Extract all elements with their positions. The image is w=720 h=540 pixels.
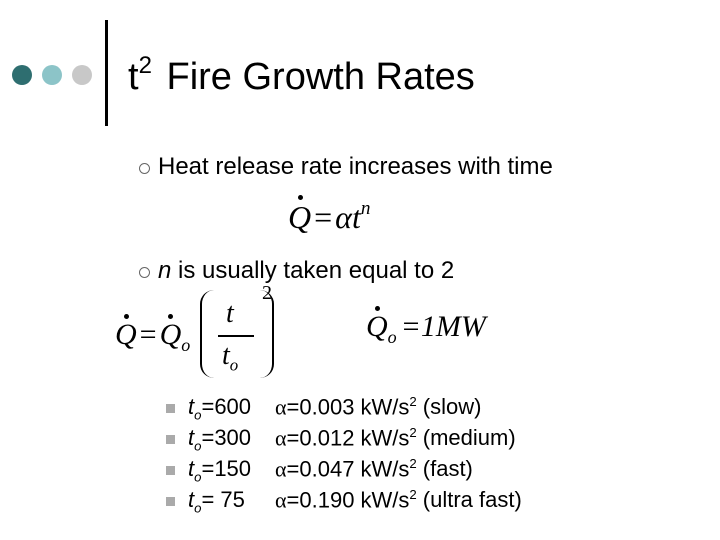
bullet-text-part: is usually taken equal to 2 <box>178 257 455 284</box>
eq-symbol: t <box>222 340 230 371</box>
row-sub: o <box>194 500 202 516</box>
row-time: to= 75 <box>188 487 245 515</box>
eq-exp: n <box>360 198 371 219</box>
row-note: (slow) <box>422 394 482 420</box>
title: t2 Fire Growth Rates <box>128 52 475 99</box>
decor-dot <box>12 65 32 85</box>
eq-den: to <box>222 340 238 376</box>
row-time-value: =600 <box>201 394 252 419</box>
row-value: =0.003 kW/s <box>286 394 410 420</box>
row-alpha: α <box>275 487 287 513</box>
bullet-square <box>166 466 175 475</box>
row-time: to=150 <box>188 456 251 484</box>
eq-exp: 2 <box>262 282 272 304</box>
title-rule <box>105 20 108 126</box>
row-time: to=300 <box>188 425 251 453</box>
row-note: (ultra fast) <box>422 487 522 513</box>
eq-sub: o <box>181 335 191 355</box>
row-t: t <box>188 394 195 419</box>
row-alpha: α <box>275 425 287 451</box>
title-text: t <box>128 56 139 98</box>
row-t: t <box>188 456 195 481</box>
row-sup: 2 <box>409 425 417 440</box>
title-sup: 2 <box>138 52 152 79</box>
row-value: =0.047 kW/s <box>286 456 410 482</box>
row-rate: α=0.003 kW/s2 (slow) <box>275 394 481 420</box>
equation: Qo =1MW <box>366 306 486 348</box>
decor-dot <box>72 65 92 85</box>
row-alpha: α <box>275 456 287 482</box>
eq-op: = <box>314 199 333 235</box>
row-sub: o <box>194 407 202 423</box>
bullet-text: n is usually taken equal to 2 <box>158 257 454 285</box>
eq-symbol: Q <box>115 314 137 351</box>
row-rate: α=0.047 kW/s2 (fast) <box>275 456 473 482</box>
bullet <box>139 163 150 174</box>
bullet-square <box>166 497 175 506</box>
eq-sub: o <box>387 327 397 347</box>
bullet-square <box>166 404 175 413</box>
eq-op: = <box>139 318 157 351</box>
eq-symbol: Q <box>159 314 182 351</box>
title-text: Fire Growth Rates <box>166 56 475 98</box>
row-time-value: = 75 <box>201 487 245 512</box>
bullet-square <box>166 435 175 444</box>
eq-rhs: =1MW <box>400 310 486 343</box>
eq-symbol: αt <box>335 199 361 235</box>
row-value: =0.012 kW/s <box>286 425 410 451</box>
row-alpha: α <box>275 394 287 420</box>
paren <box>200 290 274 378</box>
row-value: =0.190 kW/s <box>286 487 410 513</box>
row-note: (medium) <box>422 425 516 451</box>
row-sub: o <box>194 438 202 454</box>
eq-symbol: Q <box>366 306 388 343</box>
equation: Q=αtn <box>288 195 371 236</box>
row-t: t <box>188 425 195 450</box>
row-time-value: =300 <box>201 425 252 450</box>
row-note: (fast) <box>422 456 473 482</box>
row-time: to=600 <box>188 394 251 422</box>
row-rate: α=0.190 kW/s2 (ultra fast) <box>275 487 522 513</box>
row-time-value: =150 <box>201 456 252 481</box>
bullet <box>139 267 150 278</box>
bullet-text: Heat release rate increases with time <box>158 153 553 180</box>
fraction-bar <box>218 335 254 337</box>
row-sup: 2 <box>409 487 417 502</box>
bullet-italic: n <box>158 257 172 284</box>
row-rate: α=0.012 kW/s2 (medium) <box>275 425 516 451</box>
row-sub: o <box>194 469 202 485</box>
eq-symbol: Q <box>288 195 312 235</box>
equation: Q = Qo <box>115 314 191 356</box>
decor-dot <box>42 65 62 85</box>
row-t: t <box>188 487 195 512</box>
eq-num: t <box>226 298 234 329</box>
row-sup: 2 <box>409 394 417 409</box>
row-sup: 2 <box>409 456 417 471</box>
eq-sub: o <box>229 355 239 375</box>
